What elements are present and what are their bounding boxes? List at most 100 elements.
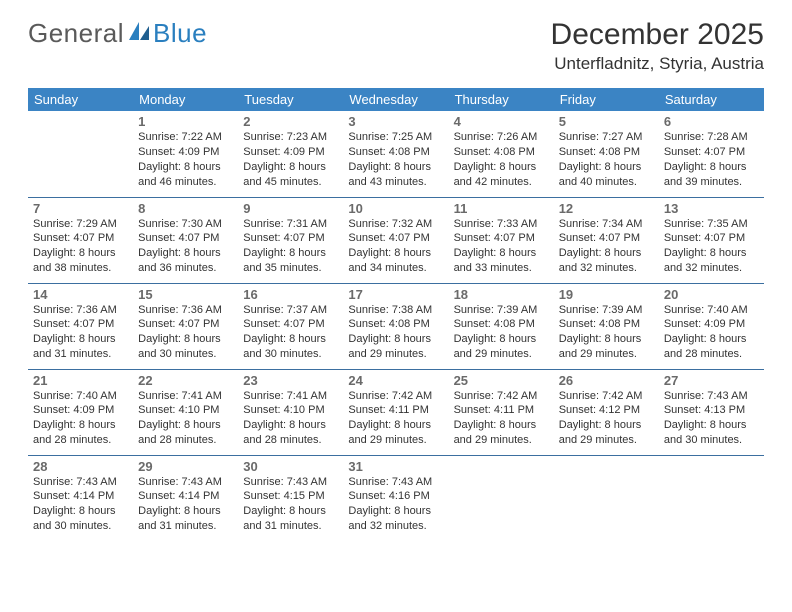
sunrise-line: Sunrise: 7:39 AM bbox=[454, 303, 549, 318]
sunrise-line: Sunrise: 7:29 AM bbox=[33, 217, 128, 232]
day-number: 13 bbox=[664, 201, 759, 216]
calendar-day-cell: 24Sunrise: 7:42 AMSunset: 4:11 PMDayligh… bbox=[343, 369, 448, 455]
calendar-day-cell: 25Sunrise: 7:42 AMSunset: 4:11 PMDayligh… bbox=[449, 369, 554, 455]
daylight-line: Daylight: 8 hours and 42 minutes. bbox=[454, 160, 549, 190]
calendar-day-cell: 5Sunrise: 7:27 AMSunset: 4:08 PMDaylight… bbox=[554, 111, 659, 197]
day-number: 3 bbox=[348, 114, 443, 129]
sunset-line: Sunset: 4:09 PM bbox=[138, 145, 233, 160]
sunrise-line: Sunrise: 7:39 AM bbox=[559, 303, 654, 318]
sunrise-line: Sunrise: 7:35 AM bbox=[664, 217, 759, 232]
calendar-day-cell: 23Sunrise: 7:41 AMSunset: 4:10 PMDayligh… bbox=[238, 369, 343, 455]
calendar-day-cell: 19Sunrise: 7:39 AMSunset: 4:08 PMDayligh… bbox=[554, 283, 659, 369]
day-number: 24 bbox=[348, 373, 443, 388]
daylight-line: Daylight: 8 hours and 28 minutes. bbox=[138, 418, 233, 448]
sunrise-line: Sunrise: 7:43 AM bbox=[664, 389, 759, 404]
day-number: 25 bbox=[454, 373, 549, 388]
daylight-line: Daylight: 8 hours and 36 minutes. bbox=[138, 246, 233, 276]
calendar-day-cell: 26Sunrise: 7:42 AMSunset: 4:12 PMDayligh… bbox=[554, 369, 659, 455]
weekday-header: Tuesday bbox=[238, 88, 343, 111]
sunrise-line: Sunrise: 7:43 AM bbox=[33, 475, 128, 490]
day-number: 9 bbox=[243, 201, 338, 216]
day-number: 27 bbox=[664, 373, 759, 388]
sunrise-line: Sunrise: 7:22 AM bbox=[138, 130, 233, 145]
weekday-header: Monday bbox=[133, 88, 238, 111]
day-number: 28 bbox=[33, 459, 128, 474]
daylight-line: Daylight: 8 hours and 29 minutes. bbox=[559, 418, 654, 448]
weekday-header: Wednesday bbox=[343, 88, 448, 111]
daylight-line: Daylight: 8 hours and 38 minutes. bbox=[33, 246, 128, 276]
sunrise-line: Sunrise: 7:30 AM bbox=[138, 217, 233, 232]
daylight-line: Daylight: 8 hours and 31 minutes. bbox=[33, 332, 128, 362]
calendar-week-row: 7Sunrise: 7:29 AMSunset: 4:07 PMDaylight… bbox=[28, 197, 764, 283]
day-number: 29 bbox=[138, 459, 233, 474]
daylight-line: Daylight: 8 hours and 30 minutes. bbox=[33, 504, 128, 534]
day-number: 18 bbox=[454, 287, 549, 302]
sunrise-line: Sunrise: 7:26 AM bbox=[454, 130, 549, 145]
sunrise-line: Sunrise: 7:37 AM bbox=[243, 303, 338, 318]
calendar-day-cell: 4Sunrise: 7:26 AMSunset: 4:08 PMDaylight… bbox=[449, 111, 554, 197]
daylight-line: Daylight: 8 hours and 30 minutes. bbox=[243, 332, 338, 362]
brand-logo: General Blue bbox=[28, 18, 207, 49]
brand-part2: Blue bbox=[153, 18, 207, 49]
logo-sail-icon bbox=[127, 18, 151, 49]
calendar-day-cell: 3Sunrise: 7:25 AMSunset: 4:08 PMDaylight… bbox=[343, 111, 448, 197]
calendar-week-row: 1Sunrise: 7:22 AMSunset: 4:09 PMDaylight… bbox=[28, 111, 764, 197]
calendar-day-cell: 7Sunrise: 7:29 AMSunset: 4:07 PMDaylight… bbox=[28, 197, 133, 283]
sunset-line: Sunset: 4:07 PM bbox=[33, 231, 128, 246]
day-number: 26 bbox=[559, 373, 654, 388]
day-number: 16 bbox=[243, 287, 338, 302]
day-number: 2 bbox=[243, 114, 338, 129]
day-number: 6 bbox=[664, 114, 759, 129]
sunset-line: Sunset: 4:08 PM bbox=[454, 145, 549, 160]
calendar-day-cell: 11Sunrise: 7:33 AMSunset: 4:07 PMDayligh… bbox=[449, 197, 554, 283]
sunset-line: Sunset: 4:09 PM bbox=[33, 403, 128, 418]
sunrise-line: Sunrise: 7:38 AM bbox=[348, 303, 443, 318]
calendar-day-cell: 17Sunrise: 7:38 AMSunset: 4:08 PMDayligh… bbox=[343, 283, 448, 369]
sunset-line: Sunset: 4:08 PM bbox=[348, 145, 443, 160]
daylight-line: Daylight: 8 hours and 29 minutes. bbox=[454, 418, 549, 448]
day-number: 11 bbox=[454, 201, 549, 216]
daylight-line: Daylight: 8 hours and 32 minutes. bbox=[664, 246, 759, 276]
daylight-line: Daylight: 8 hours and 29 minutes. bbox=[454, 332, 549, 362]
sunrise-line: Sunrise: 7:42 AM bbox=[348, 389, 443, 404]
daylight-line: Daylight: 8 hours and 28 minutes. bbox=[33, 418, 128, 448]
calendar-day-cell: 16Sunrise: 7:37 AMSunset: 4:07 PMDayligh… bbox=[238, 283, 343, 369]
sunset-line: Sunset: 4:08 PM bbox=[559, 145, 654, 160]
calendar-day-cell bbox=[659, 455, 764, 541]
daylight-line: Daylight: 8 hours and 46 minutes. bbox=[138, 160, 233, 190]
day-number: 10 bbox=[348, 201, 443, 216]
daylight-line: Daylight: 8 hours and 34 minutes. bbox=[348, 246, 443, 276]
sunset-line: Sunset: 4:09 PM bbox=[243, 145, 338, 160]
sunset-line: Sunset: 4:15 PM bbox=[243, 489, 338, 504]
title-block: December 2025 Unterfladnitz, Styria, Aus… bbox=[551, 18, 764, 78]
sunset-line: Sunset: 4:07 PM bbox=[454, 231, 549, 246]
day-number: 23 bbox=[243, 373, 338, 388]
calendar-day-cell: 28Sunrise: 7:43 AMSunset: 4:14 PMDayligh… bbox=[28, 455, 133, 541]
page-header: General Blue December 2025 Unterfladnitz… bbox=[28, 18, 764, 78]
calendar-day-cell: 27Sunrise: 7:43 AMSunset: 4:13 PMDayligh… bbox=[659, 369, 764, 455]
calendar-day-cell: 14Sunrise: 7:36 AMSunset: 4:07 PMDayligh… bbox=[28, 283, 133, 369]
sunset-line: Sunset: 4:08 PM bbox=[454, 317, 549, 332]
sunrise-line: Sunrise: 7:40 AM bbox=[664, 303, 759, 318]
daylight-line: Daylight: 8 hours and 32 minutes. bbox=[348, 504, 443, 534]
calendar-day-cell: 31Sunrise: 7:43 AMSunset: 4:16 PMDayligh… bbox=[343, 455, 448, 541]
sunrise-line: Sunrise: 7:31 AM bbox=[243, 217, 338, 232]
sunset-line: Sunset: 4:07 PM bbox=[33, 317, 128, 332]
sunset-line: Sunset: 4:13 PM bbox=[664, 403, 759, 418]
day-number: 12 bbox=[559, 201, 654, 216]
day-number: 21 bbox=[33, 373, 128, 388]
calendar-week-row: 28Sunrise: 7:43 AMSunset: 4:14 PMDayligh… bbox=[28, 455, 764, 541]
calendar-day-cell bbox=[554, 455, 659, 541]
sunrise-line: Sunrise: 7:28 AM bbox=[664, 130, 759, 145]
day-number: 22 bbox=[138, 373, 233, 388]
sunset-line: Sunset: 4:07 PM bbox=[348, 231, 443, 246]
sunrise-line: Sunrise: 7:43 AM bbox=[243, 475, 338, 490]
daylight-line: Daylight: 8 hours and 31 minutes. bbox=[138, 504, 233, 534]
daylight-line: Daylight: 8 hours and 32 minutes. bbox=[559, 246, 654, 276]
sunrise-line: Sunrise: 7:34 AM bbox=[559, 217, 654, 232]
sunrise-line: Sunrise: 7:33 AM bbox=[454, 217, 549, 232]
calendar-table: SundayMondayTuesdayWednesdayThursdayFrid… bbox=[28, 88, 764, 541]
daylight-line: Daylight: 8 hours and 31 minutes. bbox=[243, 504, 338, 534]
sunrise-line: Sunrise: 7:27 AM bbox=[559, 130, 654, 145]
sunset-line: Sunset: 4:10 PM bbox=[138, 403, 233, 418]
